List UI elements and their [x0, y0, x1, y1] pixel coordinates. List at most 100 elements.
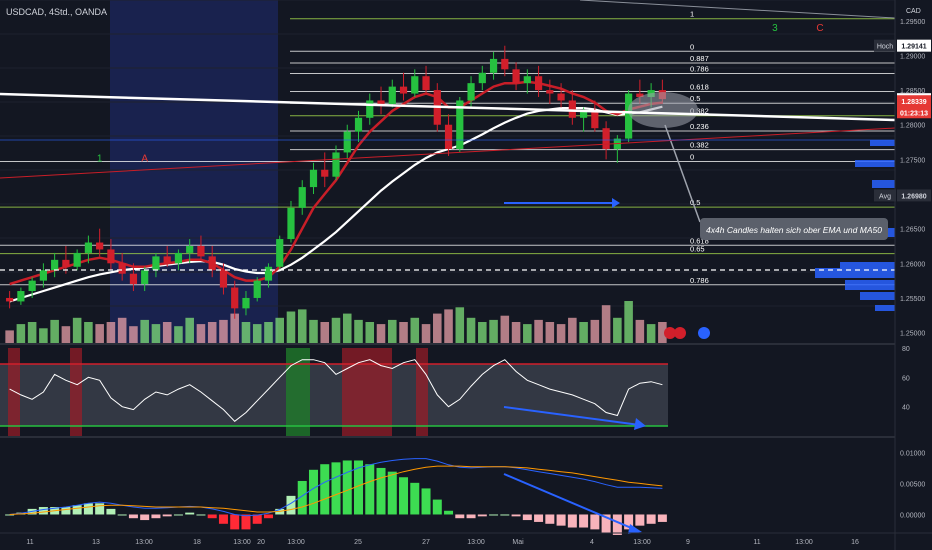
- macd-histogram-bar: [117, 514, 127, 516]
- price-tag-box: [897, 189, 931, 202]
- macd-histogram-bar: [151, 514, 161, 519]
- candle-body: [298, 187, 306, 208]
- time-axis-tick[interactable]: 18: [193, 539, 201, 546]
- rsi-axis-tick: 80: [902, 346, 910, 353]
- trend-line-grey: [579, 0, 896, 19]
- rsi-arrow-head: [634, 418, 646, 430]
- candle-body: [253, 280, 261, 298]
- time-axis-tick[interactable]: 13:00: [135, 539, 153, 546]
- candle-body: [62, 259, 70, 267]
- time-axis[interactable]: 11 13 13:00 18 13:00 20 13:00 25 27 13:00 Mai 4 13:0…: [26, 539, 859, 546]
- price-tag-box: [897, 106, 931, 119]
- price-axis-tick: 1.25500: [900, 296, 925, 303]
- candle-body: [602, 128, 610, 149]
- price-axis-tick: 1.26500: [900, 227, 925, 234]
- candle-body: [489, 58, 498, 73]
- macd-histogram-bar: [489, 514, 499, 516]
- candle-body: [107, 249, 115, 264]
- time-axis-tick[interactable]: 13:00: [287, 539, 305, 546]
- event-icon[interactable]: [698, 327, 710, 339]
- volume-bars: [5, 301, 667, 343]
- volume-bar: [16, 324, 26, 343]
- volume-bar: [387, 319, 397, 343]
- time-axis-tick[interactable]: 9: [686, 539, 690, 546]
- volume-bar: [140, 319, 149, 343]
- rsi-band: [0, 364, 668, 426]
- macd-histogram-bar: [444, 510, 454, 515]
- macd-histogram-bar: [308, 469, 318, 515]
- macd-histogram-bar: [624, 514, 634, 530]
- price-tags: 1.29141Hoch1.283691.2833901:23:131.26980…: [874, 39, 931, 202]
- macd-histogram-bar: [320, 464, 330, 515]
- volume-bar: [39, 328, 48, 343]
- time-axis-tick[interactable]: 11: [753, 539, 760, 546]
- candle-body: [557, 93, 565, 101]
- macd-histogram-bar: [83, 503, 93, 515]
- fib-label: 0.65: [690, 245, 705, 254]
- time-axis-tick[interactable]: 13: [92, 539, 100, 546]
- candle-body: [84, 242, 93, 253]
- time-axis-tick[interactable]: 13:00: [795, 539, 813, 546]
- symbol-title[interactable]: USDCAD, 4Std., OANDA: [6, 7, 107, 17]
- time-axis-tick[interactable]: 27: [422, 539, 430, 546]
- candle-body: [163, 256, 171, 264]
- candle-body: [152, 256, 160, 271]
- event-icon[interactable]: [664, 327, 676, 339]
- macd-histogram-bar: [61, 507, 71, 515]
- volume-bar: [658, 322, 667, 343]
- candle-body: [6, 297, 14, 302]
- time-axis-tick[interactable]: 13:00: [233, 539, 251, 546]
- volume-bar: [433, 313, 442, 343]
- price-tag-label: 1.28339: [901, 99, 926, 106]
- macd-histogram-bar: [511, 514, 521, 517]
- rsi-divergence-arrow: [503, 406, 641, 426]
- macd-histogram-bar: [579, 514, 589, 528]
- time-axis-tick[interactable]: 11: [26, 539, 33, 546]
- time-axis-tick[interactable]: 16: [851, 539, 859, 546]
- time-axis-tick[interactable]: 25: [354, 539, 362, 546]
- candle-body: [28, 280, 36, 292]
- macd-histogram-bar: [410, 482, 420, 515]
- time-axis-tick[interactable]: 4: [590, 539, 594, 546]
- candle-body: [546, 90, 554, 94]
- wave-label: 1: [97, 153, 103, 164]
- candle-body: [321, 169, 329, 177]
- price-tag-label: 01:23:13: [900, 110, 928, 117]
- price-axis-tick: 1.29000: [900, 53, 925, 60]
- macd-histogram-bar: [522, 514, 532, 521]
- volume-bar: [84, 322, 93, 343]
- indicator-axes: 80 60 40 0.01000 0.00500 0.00000: [900, 346, 925, 519]
- time-axis-tick[interactable]: Mai: [512, 539, 524, 546]
- candle-body: [39, 270, 47, 281]
- candle-body: [96, 242, 104, 250]
- candle-body: [332, 152, 340, 177]
- price-tag-caption: Avg: [879, 193, 891, 200]
- macd-histogram-bar: [387, 471, 397, 515]
- macd-histogram-bar: [331, 462, 341, 515]
- wave-label: A: [141, 153, 148, 164]
- volume-bar: [523, 324, 532, 343]
- candle-body: [568, 100, 576, 118]
- volume-bar: [95, 324, 104, 343]
- fib-label: 0.786: [690, 276, 709, 285]
- macd-histogram-bar: [297, 480, 307, 515]
- volume-bar: [568, 317, 577, 343]
- volume-bar: [61, 326, 71, 343]
- macd-histogram-bar: [230, 514, 240, 530]
- macd-histogram-bar: [218, 514, 228, 524]
- volume-bar: [646, 324, 656, 343]
- news-event-icons[interactable]: [664, 327, 710, 339]
- time-axis-tick[interactable]: 13:00: [467, 539, 485, 546]
- volume-bar: [196, 324, 206, 343]
- rsi-axis-tick: 60: [902, 375, 910, 382]
- volume-bar: [613, 317, 622, 343]
- time-axis-tick[interactable]: 20: [257, 539, 265, 546]
- macd-histogram-bar: [185, 512, 195, 515]
- trend-line-white: [0, 92, 896, 122]
- candle-body: [264, 266, 273, 281]
- event-icon[interactable]: [674, 327, 686, 339]
- price-tag-caption: Hoch: [877, 44, 893, 51]
- volume-bar: [455, 307, 465, 343]
- time-axis-tick[interactable]: 13:00: [633, 539, 651, 546]
